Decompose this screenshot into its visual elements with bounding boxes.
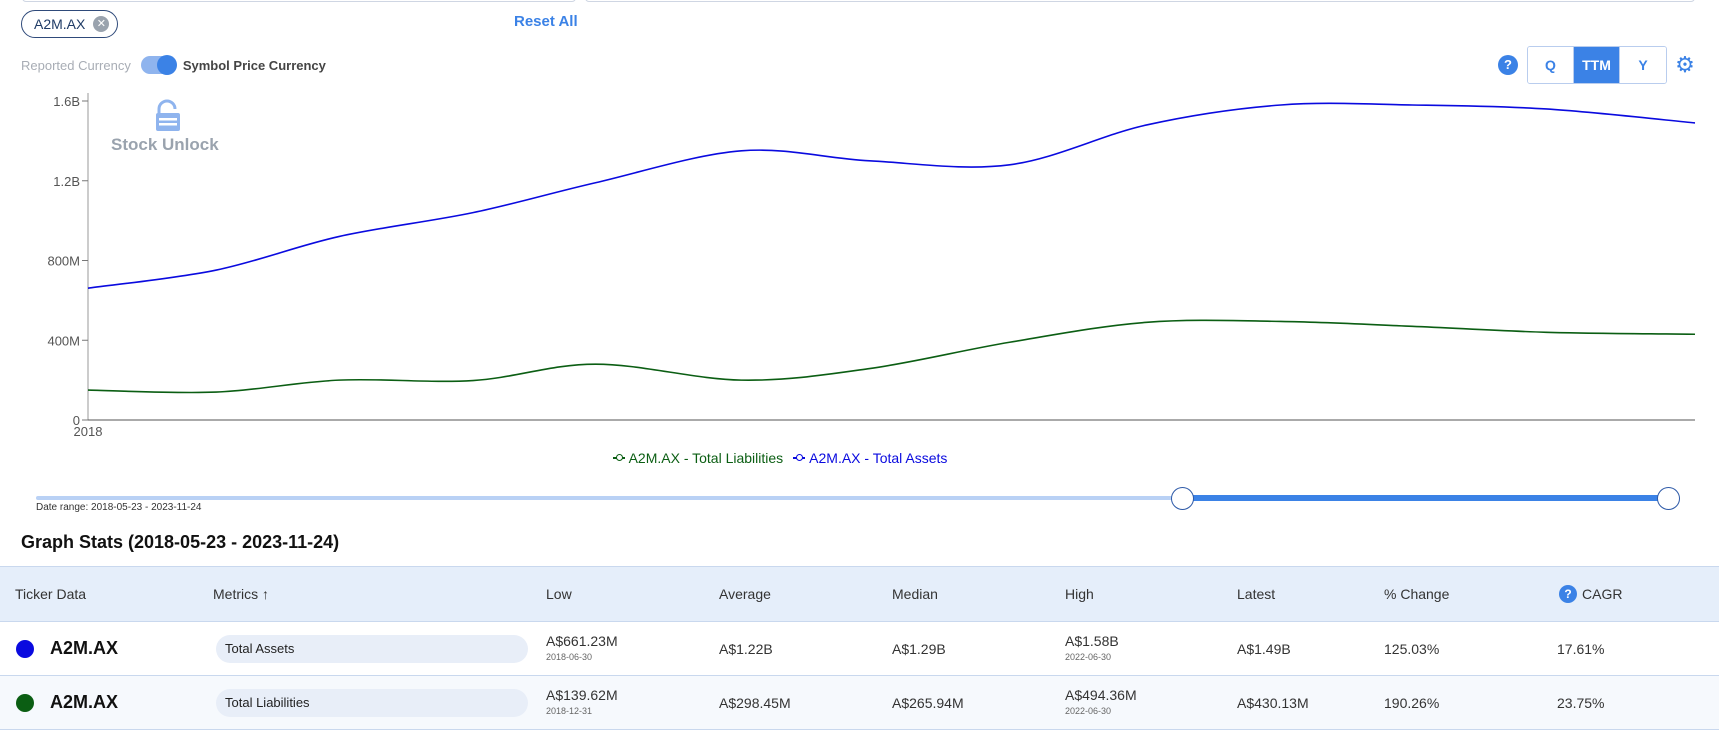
low-cell: A$661.23M 2018-06-30 [546,633,618,662]
legend-label-assets: A2M.AX - Total Assets [809,450,948,466]
help-icon[interactable]: ? [1498,55,1518,75]
metric-pill: Total Liabilities [216,688,528,717]
graph-stats-title: Graph Stats (2018-05-23 - 2023-11-24) [21,532,340,552]
close-circle-icon[interactable]: ✕ [93,16,110,32]
low-value: A$139.62M [546,687,618,703]
header-ticker-data: Ticker Data [15,586,87,602]
high-cell: A$1.58B 2022-06-30 [1065,633,1119,662]
legend-label-liabilities: A2M.AX - Total Liabilities [628,450,784,466]
ticker-symbol[interactable]: A2M.AX [50,638,119,658]
low-date: 2018-12-31 [546,706,593,716]
metric-cell: Total Assets [216,622,528,675]
slider-selected-range[interactable] [1182,495,1669,501]
average-value: A$1.22B [719,640,773,657]
slider-track[interactable] [36,496,1680,500]
latest-value: A$430.13M [1237,694,1309,711]
period-ttm-button[interactable]: TTM [1574,47,1620,83]
high-cell: A$494.36M 2022-06-30 [1065,687,1137,716]
currency-toggle-row: Reported Currency Symbol Price Currency [21,55,326,75]
percent-change-value: 190.26% [1384,694,1440,711]
percent-change-value: 125.03% [1384,640,1440,657]
top-right-input[interactable] [585,0,1695,2]
toggle-knob [156,55,177,75]
low-date: 2018-06-30 [546,652,593,662]
header-high[interactable]: High [1065,586,1094,602]
cagr-value: 23.75% [1557,694,1605,711]
high-date: 2022-06-30 [1065,652,1112,662]
stats-table-header: Ticker Data Metrics ↑ Low Average Median… [0,566,1719,622]
high-value: A$1.58B [1065,633,1119,649]
legend-marker-assets [793,454,806,462]
watermark: Stock Unlock [111,99,219,154]
gear-icon[interactable]: ⚙ [1675,52,1695,77]
table-row: A2M.AX Total Liabilities A$139.62M 2018-… [0,676,1719,730]
header-latest[interactable]: Latest [1237,586,1276,602]
lock-icon [156,99,180,131]
ticker-chip[interactable]: A2M.AX ✕ [21,10,119,38]
watermark-text: Stock Unlock [111,135,219,154]
date-range-slider[interactable] [36,485,1680,511]
chart-series [87,102,1696,394]
metric-cell: Total Liabilities [216,676,528,729]
ticker-symbol[interactable]: A2M.AX [50,692,119,712]
ticker-cell: A2M.AX [16,676,118,729]
series-line-total-assets[interactable] [87,102,1696,289]
y-tick-label: 1.6B [53,94,80,109]
table-row: A2M.AX Total Assets A$661.23M 2018-06-30… [0,622,1719,676]
header-metrics[interactable]: Metrics ↑ [213,586,269,602]
y-tick-label: 0 [73,413,80,428]
series-color-dot [16,693,34,712]
slider-handle-end[interactable] [1657,487,1680,510]
stats-table: Ticker Data Metrics ↑ Low Average Median… [0,566,1719,730]
series-line-total-liabilities[interactable] [87,319,1696,394]
average-value: A$298.45M [719,694,791,711]
header-percent-change[interactable]: % Change [1384,586,1450,602]
high-date: 2022-06-30 [1065,706,1112,716]
reset-all-button[interactable]: Reset All [514,13,578,30]
high-value: A$494.36M [1065,687,1137,703]
y-tick-label: 400M [47,333,80,348]
median-value: A$265.94M [892,694,964,711]
period-quarterly-button[interactable]: Q [1528,47,1574,83]
low-cell: A$139.62M 2018-12-31 [546,687,618,716]
y-tick-label: 1.2B [53,174,80,189]
ticker-cell: A2M.AX [16,622,118,675]
top-left-input[interactable] [22,0,576,2]
series-color-dot [16,639,34,658]
period-yearly-button[interactable]: Y [1620,47,1666,83]
ticker-chip-label: A2M.AX [34,16,86,32]
header-cagr-label: CAGR [1582,586,1623,602]
y-tick-label: 800M [47,254,80,269]
chart-legend: A2M.AX - Total Liabilities A2M.AX - Tota… [0,450,1560,466]
header-median[interactable]: Median [892,586,938,602]
currency-toggle[interactable] [140,55,177,75]
x-tick-label: 2018 [74,424,103,439]
cagr-value: 17.61% [1557,640,1605,657]
header-average[interactable]: Average [719,586,771,602]
period-selector: Q TTM Y [1527,46,1667,84]
slider-handle-start[interactable] [1170,487,1194,510]
symbol-price-currency-label: Symbol Price Currency [182,57,326,73]
line-chart: Stock Unlock 0 400M 800M 1.2B 1.6B 2018 [47,93,1696,439]
legend-item-liabilities[interactable]: A2M.AX - Total Liabilities [612,450,784,466]
metric-pill: Total Assets [216,634,528,663]
cagr-help-icon[interactable]: ? [1559,585,1577,603]
reported-currency-label: Reported Currency [21,57,131,73]
legend-marker-liabilities [612,454,625,462]
latest-value: A$1.49B [1237,640,1291,657]
legend-item-assets[interactable]: A2M.AX - Total Assets [793,450,947,466]
chart-axes: 0 400M 800M 1.2B 1.6B 2018 [47,93,1695,439]
header-cagr[interactable]: ? CAGR [1559,567,1622,621]
median-value: A$1.29B [892,640,946,657]
date-range-text: Date range: 2018-05-23 - 2023-11-24 [36,502,202,513]
low-value: A$661.23M [546,633,618,649]
header-low[interactable]: Low [546,586,572,602]
